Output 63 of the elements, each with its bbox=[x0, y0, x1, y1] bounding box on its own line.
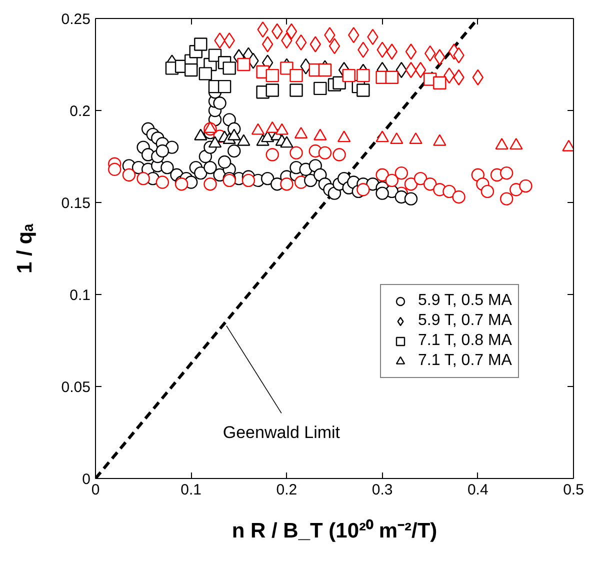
point bbox=[356, 183, 370, 196]
y-tick-label: 0 bbox=[82, 471, 90, 488]
x-tick-label: 0.5 bbox=[563, 482, 584, 498]
point bbox=[405, 44, 417, 60]
point bbox=[304, 174, 318, 188]
point bbox=[328, 38, 340, 54]
point bbox=[500, 166, 514, 180]
y-axis-title: 1 / qₐ bbox=[13, 223, 36, 274]
point bbox=[108, 162, 122, 176]
point bbox=[480, 184, 494, 198]
legend-label: 5.9 T, 0.7 MA bbox=[418, 312, 512, 330]
point bbox=[266, 84, 279, 97]
point bbox=[122, 168, 136, 182]
point bbox=[433, 76, 446, 90]
point bbox=[286, 23, 298, 40]
legend-label: 7.1 T, 0.8 MA bbox=[418, 332, 512, 350]
point bbox=[290, 84, 303, 97]
y-tick-label: 0.05 bbox=[61, 379, 91, 396]
annotation: Geenwald Limit bbox=[222, 423, 340, 442]
point bbox=[295, 34, 307, 51]
y-tick-label: 0.25 bbox=[61, 11, 91, 28]
x-axis-title: n R / B_T (10²⁰ m⁻²/T) bbox=[232, 518, 438, 542]
legend-label: 7.1 T, 0.7 MA bbox=[418, 352, 512, 370]
point bbox=[237, 58, 250, 72]
point bbox=[342, 68, 356, 82]
point bbox=[414, 62, 426, 78]
point bbox=[260, 172, 274, 186]
point bbox=[213, 96, 226, 110]
y-tick-label: 0.15 bbox=[61, 195, 91, 212]
y-tick-label: 0.1 bbox=[70, 287, 91, 304]
x-tick-label: 0.3 bbox=[372, 482, 393, 498]
point bbox=[356, 84, 370, 97]
point bbox=[396, 62, 408, 78]
point bbox=[314, 82, 327, 96]
point bbox=[194, 166, 208, 180]
x-tick-label: 0.2 bbox=[276, 482, 298, 498]
point bbox=[404, 192, 418, 206]
point bbox=[328, 186, 342, 200]
point bbox=[156, 144, 170, 158]
point bbox=[385, 70, 398, 84]
point bbox=[318, 63, 332, 77]
point bbox=[198, 67, 212, 80]
point bbox=[222, 62, 236, 75]
point bbox=[184, 63, 198, 77]
x-tick-label: 0.1 bbox=[180, 482, 202, 498]
legend-label: 5.9 T, 0.5 MA bbox=[418, 292, 512, 310]
point bbox=[194, 38, 208, 51]
point bbox=[218, 155, 232, 169]
point bbox=[266, 68, 279, 82]
x-tick-label: 0.4 bbox=[467, 482, 488, 498]
point bbox=[376, 186, 389, 200]
y-tick-label: 0.2 bbox=[70, 103, 91, 120]
point bbox=[280, 178, 294, 191]
point bbox=[218, 80, 232, 94]
point bbox=[242, 174, 256, 188]
point bbox=[136, 172, 150, 186]
point bbox=[228, 144, 241, 158]
point bbox=[405, 62, 417, 78]
point bbox=[290, 68, 303, 82]
point bbox=[262, 36, 274, 52]
point bbox=[204, 160, 217, 174]
point bbox=[356, 68, 370, 82]
point bbox=[160, 160, 174, 174]
